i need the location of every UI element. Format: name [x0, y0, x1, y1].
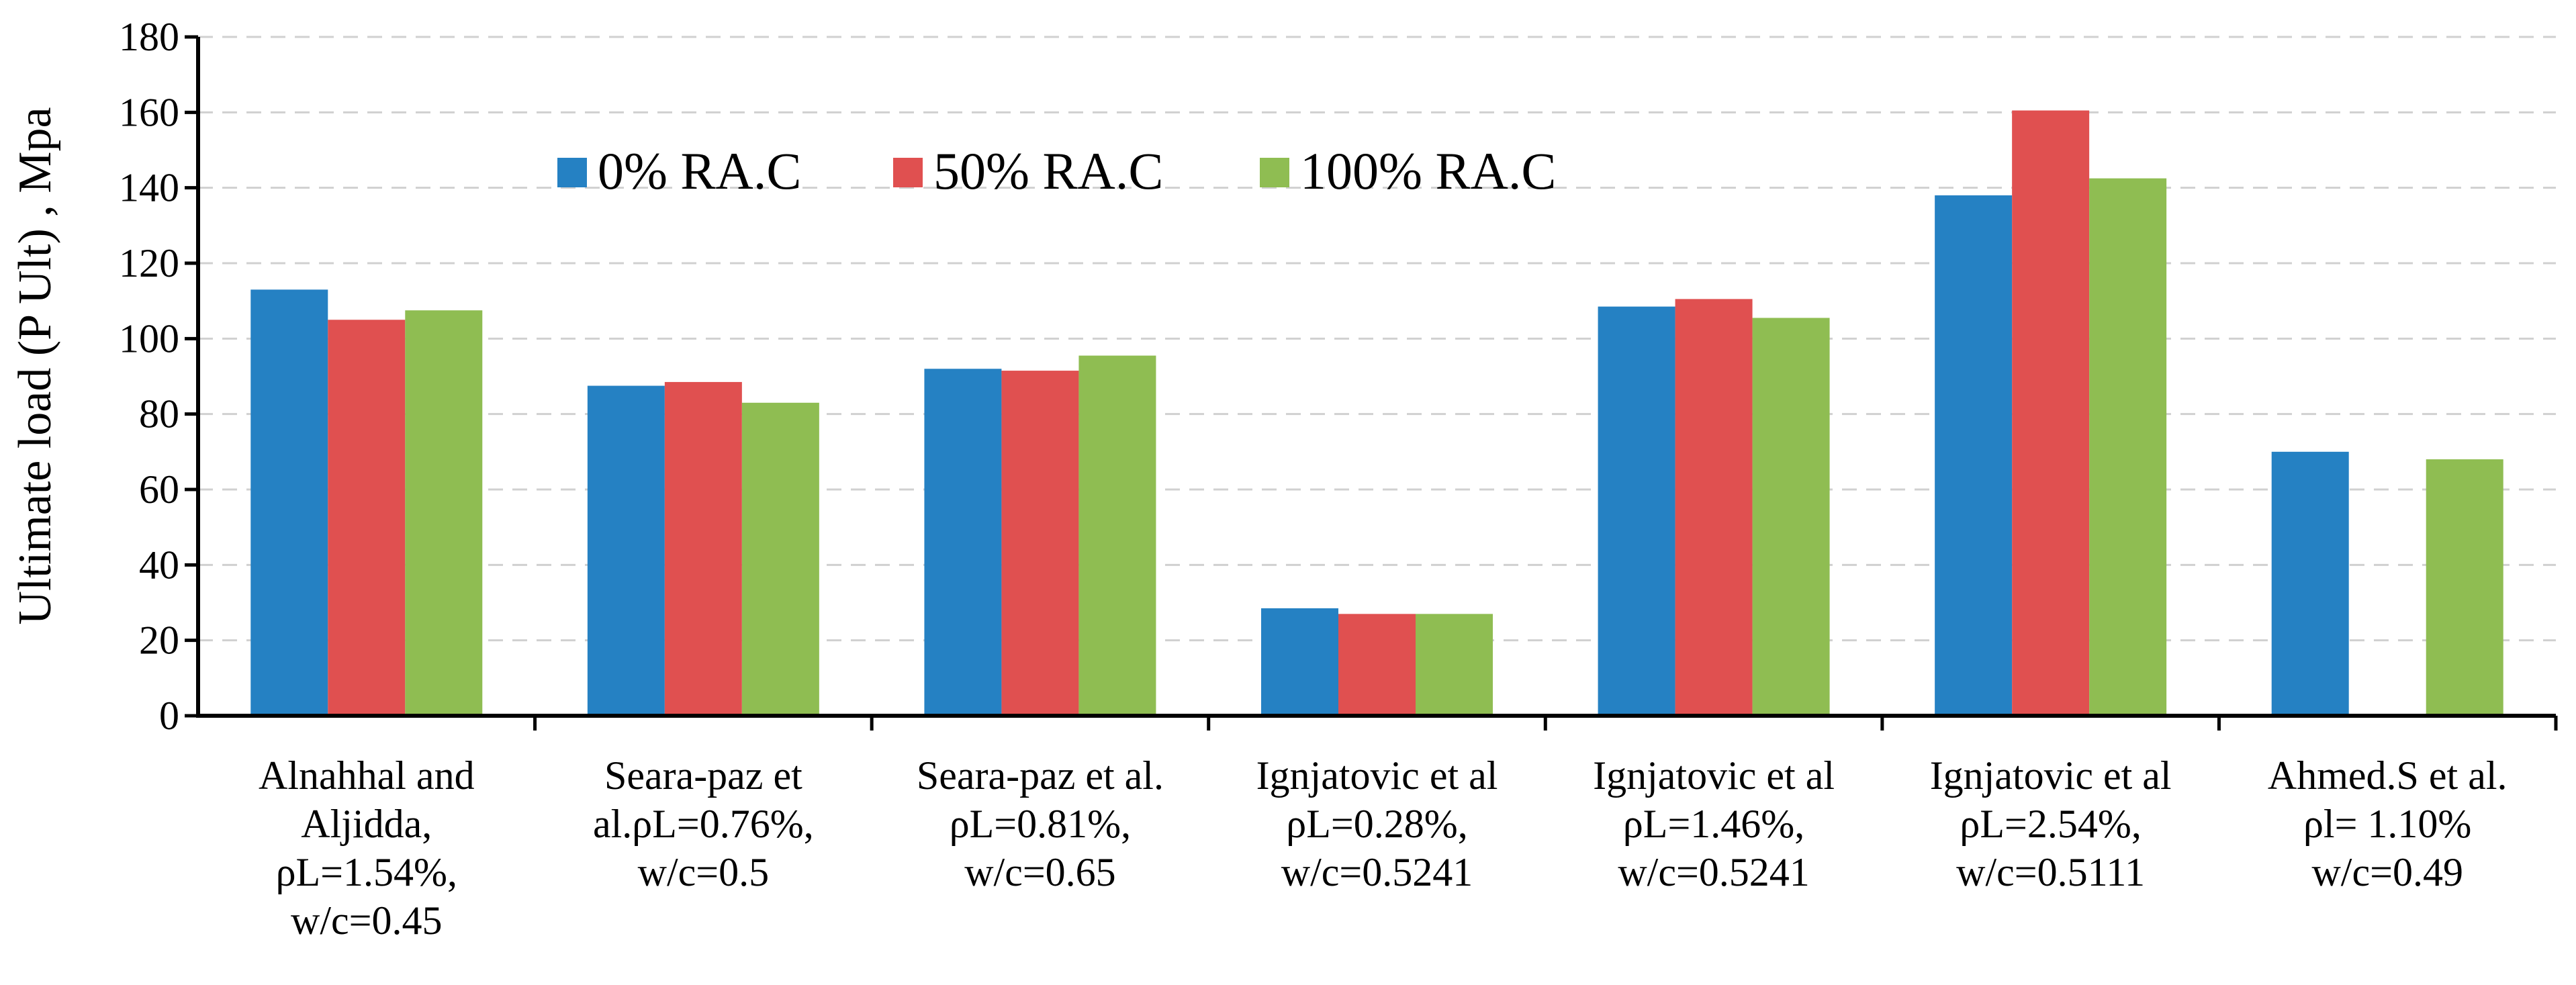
category-label-line: w/c=0.5 [638, 850, 769, 894]
bar [1416, 614, 1493, 716]
category-labels: Alnahhal and Aljidda, ρL=1.54%, w/c=0.45 Sea… [259, 753, 2508, 943]
category-label-line: ρL=0.28%, [1286, 802, 1467, 846]
bar [1338, 614, 1416, 716]
category-label-line: Ignjatovic et al [1930, 753, 2172, 798]
y-tick-label: 180 [119, 15, 179, 59]
category-label-line: ρL=0.81%, [950, 802, 1131, 846]
category-label: Ignjatovic et al ρL=2.54%, w/c=0.5111 [1930, 753, 2172, 894]
legend-item: 50% RA.C [893, 142, 1163, 200]
category-label: Ignjatovic et al ρL=0.28%, w/c=0.5241 [1256, 753, 1498, 894]
bar [328, 320, 406, 716]
category-label: Seara-paz et al.ρL=0.76%, w/c=0.5 [593, 753, 814, 894]
category-label-line: Ignjatovic et al [1256, 753, 1498, 798]
category-label-line: Seara-paz et al. [917, 753, 1164, 798]
bars [250, 110, 2503, 716]
category-label-line: Ignjatovic et al [1593, 753, 1835, 798]
category-label-line: w/c=0.5241 [1281, 850, 1473, 894]
bar [250, 289, 328, 716]
y-tick-label: 60 [139, 467, 179, 512]
y-tick-label: 100 [119, 316, 179, 361]
category-label-line: w/c=0.65 [964, 850, 1115, 894]
legend-label-1: 50% RA.C [933, 142, 1163, 200]
gridlines [198, 36, 2556, 642]
bar [1261, 608, 1338, 716]
legend-swatch-2 [1260, 158, 1289, 187]
category-label-line: Alnahhal and [259, 753, 475, 798]
bar [2426, 459, 2503, 716]
category-label: Seara-paz et al. ρL=0.81%, w/c=0.65 [917, 753, 1164, 894]
y-tick-label: 140 [119, 166, 179, 210]
y-tick-label: 80 [139, 392, 179, 436]
category-label-line: Aljidda, [301, 802, 432, 846]
category-label-line: w/c=0.45 [291, 898, 442, 943]
legend-swatch-0 [557, 158, 587, 187]
y-axis-label: Ultimate load (P Ult) , Mpa [9, 107, 61, 624]
legend-label-0: 0% RA.C [598, 142, 801, 200]
category-label-line: ρL=1.46%, [1623, 802, 1804, 846]
bar [924, 369, 1002, 716]
y-tick-label: 0 [159, 694, 179, 738]
y-tick-labels: 0 20 40 60 80 100 120 140 160 180 [119, 15, 179, 738]
axes [185, 35, 2558, 731]
bar [1752, 318, 1830, 716]
bar [2012, 110, 2090, 716]
category-label: Ahmed.S et al. ρl= 1.10% w/c=0.49 [2268, 753, 2508, 894]
category-label-line: ρl= 1.10% [2303, 802, 2471, 846]
category-label-line: w/c=0.5111 [1956, 850, 2145, 894]
bar [1598, 306, 1675, 716]
category-label: Ignjatovic et al ρL=1.46%, w/c=0.5241 [1593, 753, 1835, 894]
category-label-line: w/c=0.5241 [1618, 850, 1809, 894]
bar [1935, 195, 2013, 716]
bar [741, 402, 819, 716]
category-label-line: Ahmed.S et al. [2268, 753, 2508, 798]
category-label-line: w/c=0.49 [2311, 850, 2463, 894]
category-label-line: ρL=2.54%, [1960, 802, 2141, 846]
bar [1078, 355, 1156, 716]
legend-item: 100% RA.C [1260, 142, 1556, 200]
bar [2271, 451, 2349, 716]
category-label-line: Seara-paz et [604, 753, 802, 798]
category-label: Alnahhal and Aljidda, ρL=1.54%, w/c=0.45 [259, 753, 475, 943]
y-tick-label: 160 [119, 90, 179, 134]
legend: 0% RA.C 50% RA.C 100% RA.C [557, 142, 1556, 200]
legend-swatch-1 [893, 158, 923, 187]
bar [1001, 371, 1079, 716]
y-tick-label: 40 [139, 543, 179, 587]
legend-label-2: 100% RA.C [1300, 142, 1556, 200]
legend-item: 0% RA.C [557, 142, 801, 200]
category-label-line: al.ρL=0.76%, [593, 802, 814, 846]
y-tick-label: 120 [119, 241, 179, 285]
y-tick-label: 20 [139, 618, 179, 663]
bar [405, 310, 483, 716]
bar [587, 385, 665, 716]
category-label-line: ρL=1.54%, [276, 850, 457, 894]
bar [1675, 299, 1753, 716]
bar [664, 381, 742, 716]
bar [2089, 178, 2167, 716]
